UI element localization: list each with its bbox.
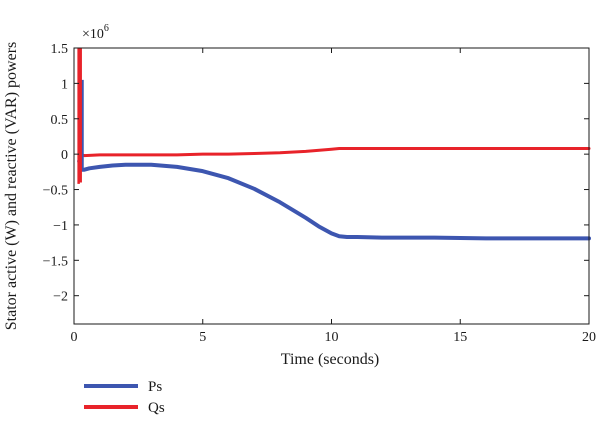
- y-tick-label: 1: [61, 77, 68, 92]
- x-axis-ticks: 0 5 10 15 20: [71, 48, 596, 345]
- series-line-qs: [77, 146, 591, 158]
- legend-label-qs: Qs: [148, 400, 165, 416]
- y-tick-label: 0.5: [51, 113, 69, 128]
- transient-layer: [77, 48, 84, 184]
- y-tick-label: −2: [53, 290, 68, 305]
- x-tick-label: 15: [453, 330, 467, 345]
- y-multiplier-exponent: 6: [104, 23, 109, 34]
- y-tick-label: 1.5: [51, 42, 69, 57]
- y-axis-title: Stator active (W) and reactive (VAR) pow…: [3, 42, 20, 330]
- x-tick-label: 5: [199, 330, 206, 345]
- x-tick-label: 10: [325, 330, 339, 345]
- x-tick-label: 20: [582, 330, 596, 345]
- y-tick-label: −1.5: [43, 254, 68, 269]
- legend-label-ps: Ps: [148, 379, 162, 395]
- y-axis-ticks: 1.5 1 0.5 0 −0.5 −1 −1.5 −2: [43, 42, 589, 305]
- y-multiplier: ×106: [82, 23, 109, 42]
- y-tick-label: 0: [61, 148, 68, 163]
- y-multiplier-base: ×10: [82, 27, 104, 42]
- series-line-ps: [77, 159, 591, 241]
- y-tick-label: −0.5: [43, 184, 68, 199]
- x-axis-title: Time (seconds): [281, 351, 380, 368]
- plot-background: [74, 48, 589, 324]
- legend: Ps Qs: [84, 379, 165, 416]
- x-tick-label: 0: [71, 330, 78, 345]
- y-tick-label: −1: [53, 219, 68, 234]
- series-layer: [77, 146, 591, 241]
